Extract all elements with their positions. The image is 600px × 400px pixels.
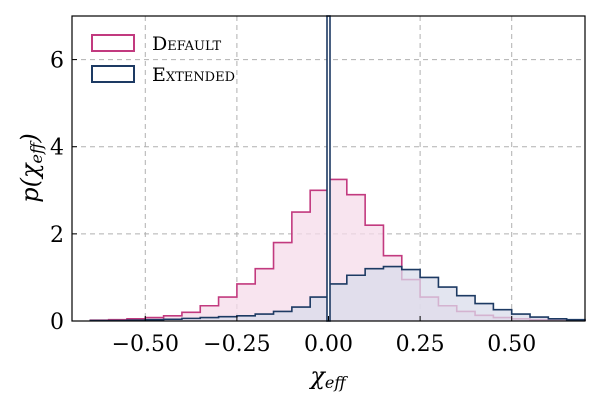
histogram-bin-extended (402, 270, 420, 321)
legend-swatch-default (91, 34, 135, 52)
histogram-bin-extended (493, 310, 511, 321)
series-fill-default (90, 179, 586, 321)
x-tick-label: 0.00 (304, 332, 353, 357)
histogram-bin-extended (292, 307, 310, 321)
histogram-bin-extended (512, 314, 530, 321)
histogram-bin-extended (438, 287, 456, 321)
axes (71, 15, 586, 322)
histogram-bin-extended (365, 269, 383, 321)
histogram-bin-extended (475, 304, 493, 321)
x-tick-label: −0.50 (112, 332, 179, 357)
y-tick-label: 2 (50, 223, 64, 248)
histogram-bin-extended (255, 314, 273, 321)
y-axis-label: p(χeff) (16, 133, 46, 202)
histogram-bin-extended (347, 275, 365, 321)
histogram-bin-extended (329, 284, 347, 321)
histogram-bin-extended (237, 316, 255, 321)
histogram-bin-extended (274, 311, 292, 321)
legend: Default Extended (91, 33, 235, 86)
series-fill-extended (90, 266, 586, 321)
x-tick-label: 0.25 (396, 332, 445, 357)
x-tick-label: −0.25 (203, 332, 270, 357)
histogram-bin-default (274, 243, 292, 321)
legend-label-default: Default (152, 33, 222, 55)
histogram-bin-extended (383, 267, 401, 321)
x-axis-label: χeff (308, 362, 348, 392)
x-tick-label: 0.50 (487, 332, 536, 357)
series-outline-extended (89, 265, 586, 322)
histogram-bin-default (255, 269, 273, 321)
histogram-bin-extended (420, 277, 438, 321)
y-tick-label: 4 (50, 136, 64, 161)
histogram-bin-extended (457, 296, 475, 321)
legend-label-extended: Extended (152, 64, 235, 86)
histogram-bin-default (292, 212, 310, 321)
y-tick-label: 6 (50, 49, 64, 74)
histogram-bin-extended (310, 297, 328, 321)
y-tick-label: 0 (50, 310, 64, 335)
legend-swatch-extended (91, 65, 135, 83)
tick-labels: −0.50 −0.25 0.00 0.25 0.50 0 2 4 6 (50, 49, 536, 357)
histogram-series (89, 15, 586, 322)
histogram-bin-extended (219, 317, 237, 321)
spike-bin-extended (326, 15, 331, 322)
